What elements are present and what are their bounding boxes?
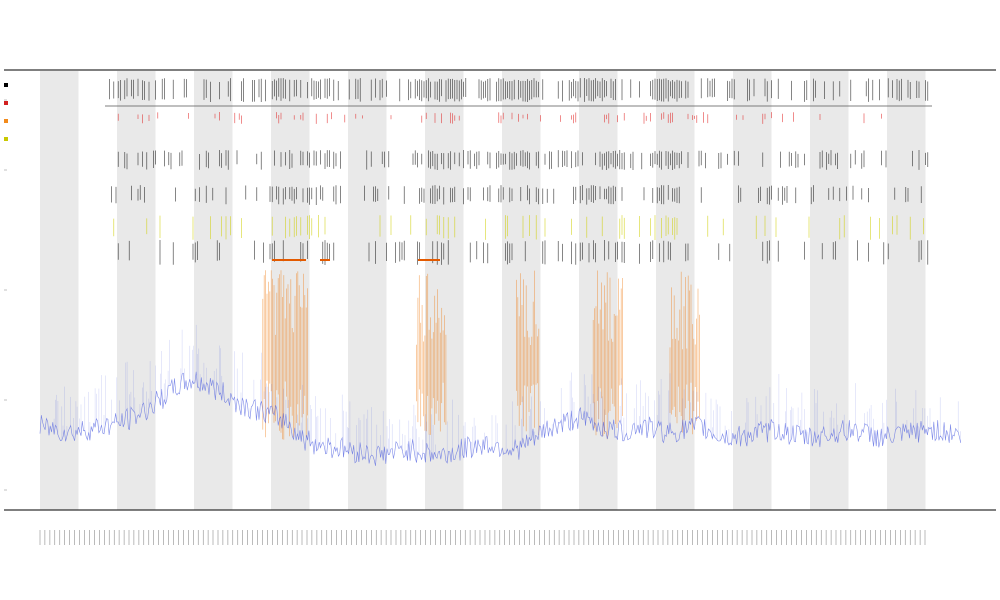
legend	[4, 83, 8, 141]
legend-swatch	[4, 137, 8, 141]
background-bands	[40, 71, 926, 510]
background-band	[810, 71, 849, 510]
legend-swatch	[4, 83, 8, 87]
background-band	[502, 71, 541, 510]
background-band	[425, 71, 464, 510]
legend-swatch	[4, 119, 8, 123]
background-band	[887, 71, 926, 510]
background-band	[733, 71, 772, 510]
background-band	[40, 71, 79, 510]
highlight-regions	[262, 270, 700, 440]
background-band	[348, 71, 387, 510]
background-band	[194, 71, 233, 510]
x-axis-tick-labels	[39, 530, 926, 545]
background-band	[656, 71, 695, 510]
signal-line	[39, 371, 961, 466]
legend-swatch	[4, 101, 8, 105]
signal-series	[39, 324, 961, 466]
y-axis-ticks	[4, 99, 7, 491]
background-band	[117, 71, 156, 510]
event-markers	[109, 78, 929, 265]
background-band	[579, 71, 618, 510]
